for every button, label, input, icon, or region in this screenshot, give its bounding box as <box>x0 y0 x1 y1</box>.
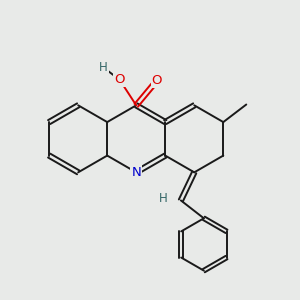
Text: N: N <box>131 166 141 179</box>
Text: O: O <box>152 74 162 87</box>
Text: H: H <box>159 192 168 205</box>
Text: O: O <box>114 73 125 86</box>
Text: H: H <box>99 61 108 74</box>
